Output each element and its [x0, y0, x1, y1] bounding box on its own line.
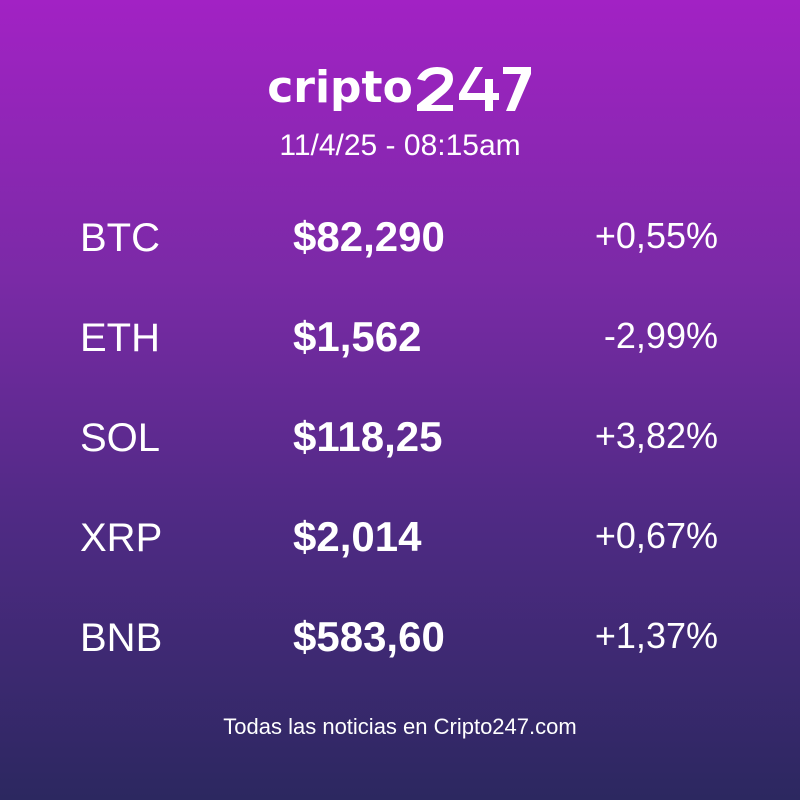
coin-symbol: BNB — [80, 616, 163, 660]
price-row-bnb: BNB $583,60 +1,37% — [0, 588, 800, 688]
footer-text: Todas las noticias en Cripto247.com — [223, 714, 577, 739]
price-row-xrp: XRP $2,014 +0,67% — [0, 488, 800, 588]
price-row-btc: BTC $82,290 +0,55% — [0, 188, 800, 288]
coin-change: +3,82% — [594, 415, 718, 456]
price-list: BTC $82,290 +0,55% ETH $1,562 -2,99% SOL… — [0, 188, 800, 688]
coin-change: +1,37% — [594, 615, 718, 656]
coin-price: $82,290 — [293, 213, 445, 260]
coin-change: +0,67% — [594, 515, 718, 556]
coin-price: $583,60 — [293, 613, 445, 660]
coin-change: -2,99% — [603, 315, 718, 356]
price-row-sol: SOL $118,25 +3,82% — [0, 388, 800, 488]
coin-price: $2,014 — [293, 513, 422, 560]
logo-247-mark: 247 — [416, 67, 531, 111]
price-row-eth: ETH $1,562 -2,99% — [0, 288, 800, 388]
logo-text: cripto — [267, 62, 413, 113]
coin-price: $118,25 — [293, 413, 443, 460]
coin-symbol: XRP — [80, 516, 163, 560]
date-time: 11/4/25 - 08:15am — [279, 129, 521, 162]
coin-change: +0,55% — [594, 215, 718, 256]
brand-logo: cripto 247 — [0, 56, 800, 120]
coin-symbol: BTC — [80, 216, 160, 260]
coin-price: $1,562 — [293, 313, 422, 360]
coin-symbol: SOL — [80, 416, 161, 460]
coin-symbol: ETH — [80, 316, 160, 360]
